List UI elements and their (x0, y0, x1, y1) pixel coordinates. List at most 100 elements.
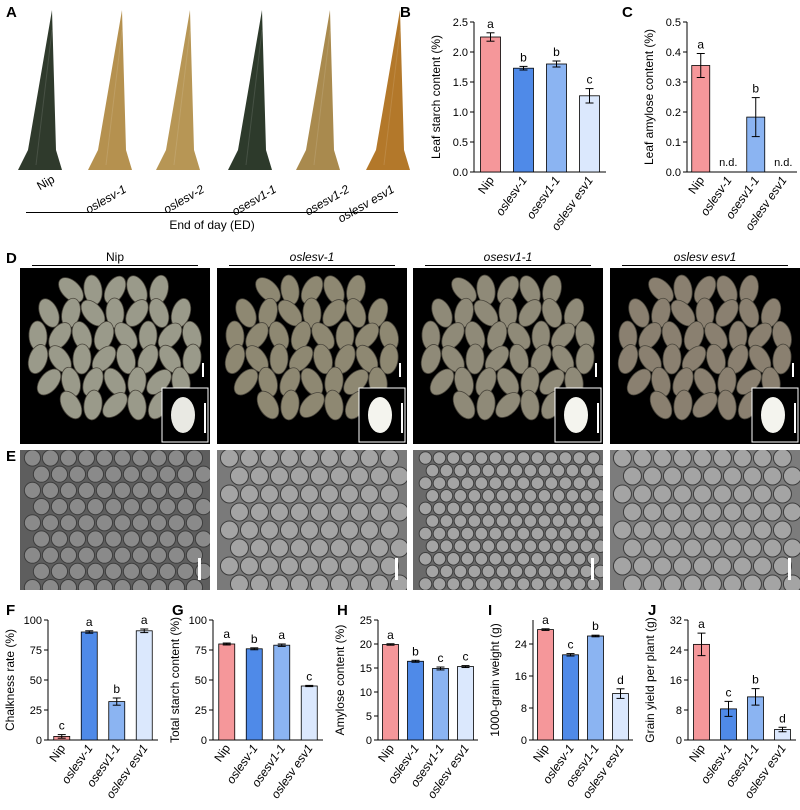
starch-granule (544, 501, 559, 516)
starch-granule (682, 574, 702, 590)
starch-granule (32, 465, 51, 483)
starch-granule (593, 489, 603, 503)
starch-granule (495, 489, 510, 503)
starch-granule (446, 501, 461, 516)
significance-letter: a (487, 17, 494, 31)
starch-granule (702, 538, 722, 558)
starch-granule (460, 476, 475, 491)
bar (691, 65, 711, 173)
starch-granule (488, 451, 503, 465)
starch-granule (50, 498, 69, 516)
starch-granule (593, 564, 603, 579)
starch-granule (502, 552, 517, 566)
y-axis-label: 1000-grain weight (g) (488, 623, 502, 736)
starch-granule (782, 574, 800, 590)
grain (58, 277, 84, 303)
y-tick-label: 0.5 (453, 137, 468, 149)
starch-granule (565, 463, 580, 478)
bar (579, 95, 600, 173)
starch-granule (572, 552, 587, 566)
starch-granule (495, 514, 510, 528)
starch-granule (446, 577, 461, 590)
starch-granule (131, 450, 150, 467)
scale-bar (399, 363, 401, 377)
grain (649, 390, 673, 420)
y-tick-label: 0.0 (666, 167, 681, 179)
starch-granule (219, 520, 239, 540)
panel-label-h: H (337, 602, 348, 619)
starch-granule (239, 520, 259, 540)
panel-label-g: G (172, 602, 184, 619)
starch-granule (551, 564, 566, 579)
starch-granule (662, 466, 682, 486)
starch-granule (558, 526, 573, 541)
starch-granule (389, 538, 407, 558)
genotype-header: oslesv-1 (289, 250, 335, 264)
starch-granule (702, 466, 722, 486)
leaf-images (18, 10, 410, 170)
starch-granule (586, 501, 601, 516)
starch-granule (329, 538, 349, 558)
starch-granule (194, 465, 210, 483)
starch-granule (474, 501, 489, 516)
y-tick-label: 0.2 (666, 107, 681, 119)
starch-granule (652, 484, 672, 504)
starch-granule (488, 501, 503, 516)
significance-letter: a (697, 38, 704, 52)
starch-granule (558, 577, 573, 590)
bar (218, 643, 236, 741)
starch-granule (530, 501, 545, 516)
y-tick-label: 0 (676, 735, 682, 747)
starch-granule (418, 552, 433, 566)
starch-granule (329, 574, 349, 590)
grain-cross-section (171, 397, 195, 433)
starch-granule (558, 451, 573, 465)
starch-granule (682, 466, 702, 486)
starch-granule (86, 530, 105, 548)
panel-label-d: D (6, 250, 17, 267)
starch-granule (167, 481, 186, 500)
starch-granule (50, 530, 69, 548)
leaf-vein (105, 29, 123, 166)
grain (575, 343, 595, 375)
starch-granule (432, 577, 447, 590)
starch-granule (551, 489, 566, 503)
grain (255, 277, 281, 303)
starch-granule (662, 502, 682, 522)
starch-granule (551, 539, 566, 553)
significance-letter: b (592, 619, 599, 633)
starch-granule (692, 556, 712, 576)
starch-granule (732, 556, 752, 576)
grain (313, 343, 333, 375)
starch-granule (682, 538, 702, 558)
scale-bar (204, 403, 206, 433)
starch-granule (509, 463, 524, 478)
starch-granule (467, 514, 482, 528)
starch-granule (59, 579, 78, 590)
starch-granule (537, 463, 552, 478)
significance-letter: c (438, 651, 444, 665)
starch-granule (579, 463, 594, 478)
starch-granule (23, 514, 42, 532)
y-tick-label: 25 (30, 705, 42, 717)
starch-granule (131, 579, 150, 590)
starch-granule (586, 526, 601, 541)
starch-granule (418, 526, 433, 541)
starch-granule (579, 489, 594, 503)
starch-granule (95, 481, 114, 500)
starch-granule (432, 451, 447, 465)
starch-granule (185, 450, 204, 467)
starch-granule (140, 498, 159, 516)
starch-granule (349, 502, 369, 522)
genotype-underline (229, 265, 395, 266)
y-tick-label: 16 (515, 671, 527, 683)
starch-granule (652, 520, 672, 540)
y-tick-label: 0 (201, 735, 207, 747)
starch-granule (41, 546, 60, 564)
starch-granule (772, 484, 792, 504)
starch-granule (467, 539, 482, 553)
starch-granule (59, 481, 78, 500)
starch-granule (140, 562, 159, 581)
bar (612, 693, 629, 741)
